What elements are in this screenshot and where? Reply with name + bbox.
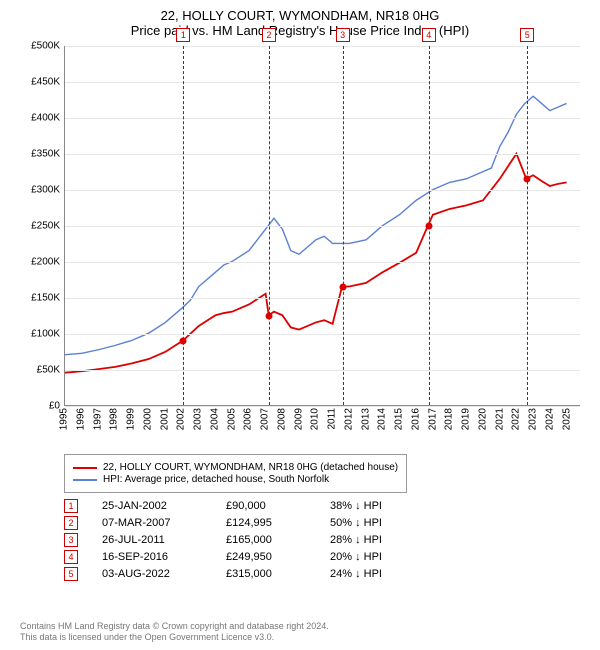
- transaction-index-box: 5: [64, 567, 78, 581]
- y-tick-label: £150K: [31, 293, 60, 304]
- transaction-price: £90,000: [226, 500, 306, 512]
- transaction-index-box: 4: [64, 550, 78, 564]
- y-tick-label: £250K: [31, 221, 60, 232]
- transaction-price: £124,995: [226, 517, 306, 529]
- transaction-index-box: 1: [64, 499, 78, 513]
- transaction-marker: 4: [422, 28, 436, 42]
- transaction-index-box: 2: [64, 516, 78, 530]
- x-tick-label: 2015: [394, 408, 405, 430]
- y-tick-label: £50K: [37, 365, 60, 376]
- plot-area: 12345: [64, 46, 580, 406]
- x-tick-label: 2006: [243, 408, 254, 430]
- x-tick-label: 1997: [92, 408, 103, 430]
- transaction-date: 07-MAR-2007: [102, 517, 202, 529]
- x-tick-label: 2021: [494, 408, 505, 430]
- transaction-date: 03-AUG-2022: [102, 568, 202, 580]
- x-tick-label: 2016: [410, 408, 421, 430]
- transaction-date: 25-JAN-2002: [102, 500, 202, 512]
- transaction-marker: 2: [262, 28, 276, 42]
- y-tick-label: £450K: [31, 77, 60, 88]
- y-tick-label: £200K: [31, 257, 60, 268]
- transaction-point: [180, 338, 187, 345]
- y-tick-label: £100K: [31, 329, 60, 340]
- x-tick-label: 2024: [544, 408, 555, 430]
- x-tick-label: 2019: [461, 408, 472, 430]
- transaction-point: [524, 176, 531, 183]
- y-tick-label: £500K: [31, 41, 60, 52]
- x-tick-label: 2014: [377, 408, 388, 430]
- x-tick-label: 2003: [193, 408, 204, 430]
- transaction-diff: 38% ↓ HPI: [330, 500, 382, 512]
- x-tick-label: 2000: [142, 408, 153, 430]
- x-tick-label: 1995: [59, 408, 70, 430]
- footer-attribution: Contains HM Land Registry data © Crown c…: [20, 621, 329, 644]
- transaction-index-box: 3: [64, 533, 78, 547]
- transaction-price: £165,000: [226, 534, 306, 546]
- transaction-vline: [183, 46, 184, 405]
- transaction-point: [266, 313, 273, 320]
- x-tick-label: 2022: [511, 408, 522, 430]
- x-axis: 1995199619971998199920002001200220032004…: [64, 406, 580, 446]
- x-tick-label: 2025: [561, 408, 572, 430]
- transaction-date: 16-SEP-2016: [102, 551, 202, 563]
- chart-title: 22, HOLLY COURT, WYMONDHAM, NR18 0HG: [0, 0, 600, 23]
- legend: 22, HOLLY COURT, WYMONDHAM, NR18 0HG (de…: [64, 454, 407, 493]
- legend-item: 22, HOLLY COURT, WYMONDHAM, NR18 0HG (de…: [73, 462, 398, 473]
- transaction-point: [339, 284, 346, 291]
- property-line: [65, 154, 567, 373]
- transaction-vline: [269, 46, 270, 405]
- x-tick-label: 2023: [528, 408, 539, 430]
- footer-line-2: This data is licensed under the Open Gov…: [20, 632, 329, 644]
- x-tick-label: 2010: [310, 408, 321, 430]
- x-tick-label: 2001: [159, 408, 170, 430]
- transaction-row: 3 26-JUL-2011 £165,000 28% ↓ HPI: [64, 533, 580, 547]
- x-tick-label: 2018: [444, 408, 455, 430]
- transaction-vline: [343, 46, 344, 405]
- transaction-point: [425, 223, 432, 230]
- x-tick-label: 2004: [209, 408, 220, 430]
- x-tick-label: 1999: [126, 408, 137, 430]
- transaction-row: 2 07-MAR-2007 £124,995 50% ↓ HPI: [64, 516, 580, 530]
- transaction-vline: [527, 46, 528, 405]
- y-axis: £0£50K£100K£150K£200K£250K£300K£350K£400…: [20, 46, 64, 406]
- x-tick-label: 1998: [109, 408, 120, 430]
- chart-subtitle: Price paid vs. HM Land Registry's House …: [0, 23, 600, 46]
- transaction-price: £249,950: [226, 551, 306, 563]
- transaction-marker: 3: [336, 28, 350, 42]
- transaction-marker: 5: [520, 28, 534, 42]
- transaction-date: 26-JUL-2011: [102, 534, 202, 546]
- transaction-row: 5 03-AUG-2022 £315,000 24% ↓ HPI: [64, 567, 580, 581]
- transaction-diff: 28% ↓ HPI: [330, 534, 382, 546]
- transaction-diff: 20% ↓ HPI: [330, 551, 382, 563]
- legend-item: HPI: Average price, detached house, Sout…: [73, 474, 398, 485]
- y-tick-label: £400K: [31, 113, 60, 124]
- transaction-row: 1 25-JAN-2002 £90,000 38% ↓ HPI: [64, 499, 580, 513]
- x-tick-label: 2002: [176, 408, 187, 430]
- transaction-diff: 50% ↓ HPI: [330, 517, 382, 529]
- transaction-marker: 1: [176, 28, 190, 42]
- x-tick-label: 2017: [427, 408, 438, 430]
- transaction-diff: 24% ↓ HPI: [330, 568, 382, 580]
- x-tick-label: 2007: [260, 408, 271, 430]
- x-tick-label: 2005: [226, 408, 237, 430]
- legend-swatch: [73, 467, 97, 469]
- y-tick-label: £350K: [31, 149, 60, 160]
- transaction-price: £315,000: [226, 568, 306, 580]
- y-tick-label: £300K: [31, 185, 60, 196]
- x-tick-label: 2008: [276, 408, 287, 430]
- x-tick-label: 1996: [75, 408, 86, 430]
- legend-swatch: [73, 479, 97, 481]
- legend-label: 22, HOLLY COURT, WYMONDHAM, NR18 0HG (de…: [103, 462, 398, 473]
- transaction-table: 1 25-JAN-2002 £90,000 38% ↓ HPI 2 07-MAR-2007…: [64, 499, 580, 581]
- footer-line-1: Contains HM Land Registry data © Crown c…: [20, 621, 329, 633]
- x-tick-label: 2013: [360, 408, 371, 430]
- chart-area: £0£50K£100K£150K£200K£250K£300K£350K£400…: [20, 46, 580, 446]
- x-tick-label: 2012: [343, 408, 354, 430]
- x-tick-label: 2020: [477, 408, 488, 430]
- x-tick-label: 2009: [293, 408, 304, 430]
- x-tick-label: 2011: [327, 408, 338, 430]
- transaction-row: 4 16-SEP-2016 £249,950 20% ↓ HPI: [64, 550, 580, 564]
- legend-label: HPI: Average price, detached house, Sout…: [103, 474, 329, 485]
